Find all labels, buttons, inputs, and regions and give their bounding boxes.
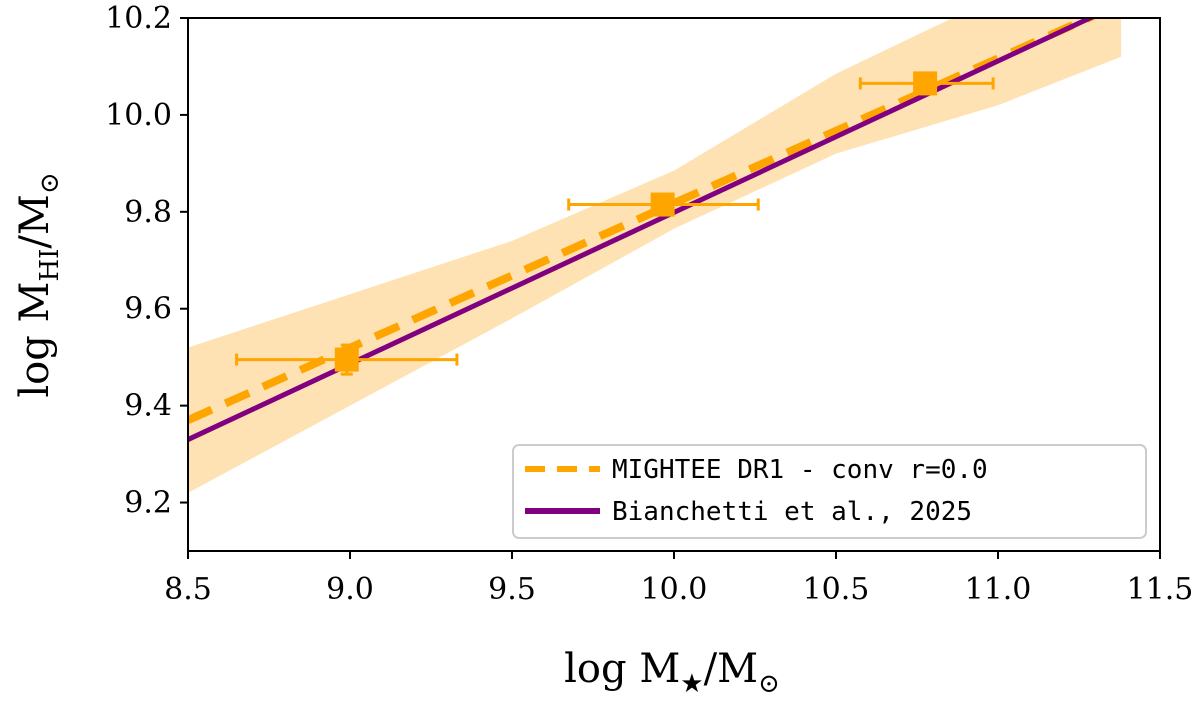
x-tick-label: 9.5 xyxy=(488,572,536,607)
point-marker xyxy=(650,192,675,217)
x-axis-ticks: 8.5 9.0 9.5 10.0 10.5 11.0 11.5 xyxy=(164,551,1193,607)
x-axis-label: log M★/M⊙ xyxy=(564,646,780,699)
legend: MIGHTEE DR1 - conv r=0.0 Bianchetti et a… xyxy=(512,444,1147,539)
data-point-2 xyxy=(567,192,760,217)
y-tick-label: 10.2 xyxy=(105,1,172,36)
x-tick-label: 8.5 xyxy=(164,572,212,607)
y-tick-label: 9.4 xyxy=(124,389,172,424)
y-tick-label: 9.2 xyxy=(124,486,172,521)
y-tick-label: 10.0 xyxy=(105,98,172,133)
data-points xyxy=(235,71,995,376)
confidence-band xyxy=(188,18,1122,493)
data-point-3 xyxy=(858,71,995,96)
y-tick-label: 9.8 xyxy=(124,195,172,230)
x-tick-label: 11.5 xyxy=(1127,572,1194,607)
x-tick-label: 11.0 xyxy=(965,572,1032,607)
x-tick-label: 10.0 xyxy=(641,572,708,607)
legend-label-mightee: MIGHTEE DR1 - conv r=0.0 xyxy=(612,455,988,485)
x-tick-label: 10.5 xyxy=(803,572,870,607)
data-point-1 xyxy=(235,343,459,376)
y-axis-ticks: 9.2 9.4 9.6 9.8 10.0 10.2 xyxy=(105,1,188,521)
point-marker xyxy=(913,71,938,96)
bianchetti-fit-line xyxy=(188,18,1096,442)
y-tick-label: 9.6 xyxy=(124,292,172,327)
x-tick-label: 9.0 xyxy=(326,572,374,607)
y-axis-label: log MHI/M⊙ xyxy=(12,172,65,397)
legend-box xyxy=(512,444,1147,539)
point-marker xyxy=(334,347,359,372)
legend-label-bianchetti: Bianchetti et al., 2025 xyxy=(612,497,972,527)
